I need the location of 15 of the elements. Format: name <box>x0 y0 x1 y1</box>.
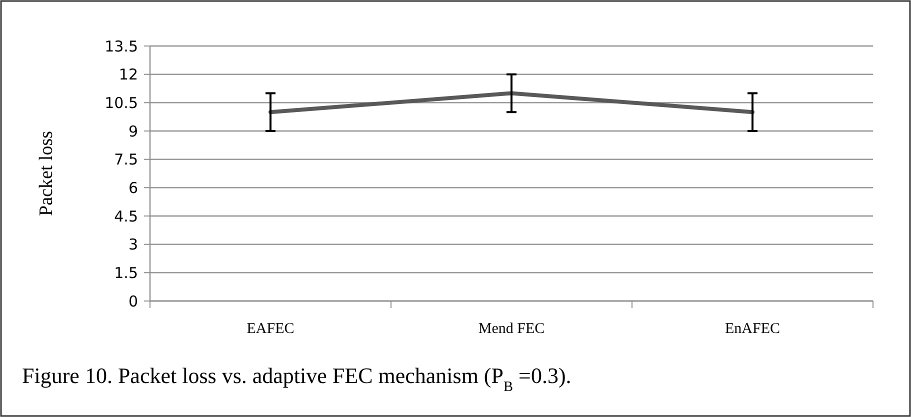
y-tick-label: 3 <box>128 236 138 254</box>
y-tick-label: 13.5 <box>104 37 138 56</box>
y-tick-label: 9 <box>128 122 138 140</box>
x-tick-label: EnAFEC <box>724 321 780 337</box>
x-tick-label: EAFEC <box>246 321 294 337</box>
y-tick-label: 10.5 <box>104 94 138 112</box>
y-tick-label: 4.5 <box>114 207 138 226</box>
x-tick-label: Mend FEC <box>478 321 545 337</box>
caption: Figure 10. Packet loss vs. adaptive FEC mechanism (P$_{B}$ =0.3). <box>22 363 572 395</box>
y-axis-title: Packet loss <box>36 131 57 216</box>
y-tick-label: 1.5 <box>114 264 138 282</box>
y-tick-label: 6 <box>128 178 138 197</box>
y-tick-label: 0 <box>128 292 138 310</box>
y-tick-label: 12 <box>118 66 138 84</box>
y-tick-label: 7.5 <box>114 150 138 169</box>
